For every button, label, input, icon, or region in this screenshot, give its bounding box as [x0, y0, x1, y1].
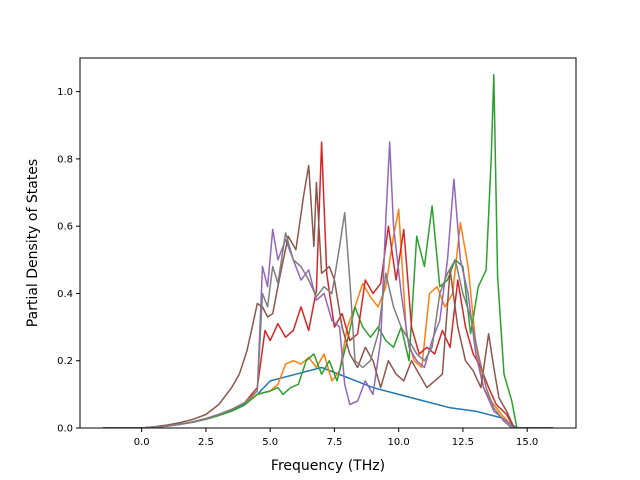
x-axis: 0.0 2.5 5.0 7.5 10.0 12.5 15.0 — [134, 428, 538, 448]
y-tick-label: 0.4 — [57, 289, 73, 300]
x-tick-label: 12.5 — [452, 437, 474, 448]
plot-frame — [79, 57, 577, 429]
y-tick-label: 0.8 — [57, 154, 73, 165]
series-line-3 — [103, 74, 553, 428]
x-tick-label: 10.0 — [388, 437, 410, 448]
x-tick-label: 7.5 — [326, 437, 342, 448]
y-tick-label: 0.0 — [57, 424, 73, 435]
series-layer — [103, 74, 553, 428]
y-tick-label: 1.0 — [57, 87, 73, 98]
y-axis-label: Partial Density of States — [25, 159, 41, 327]
y-tick-label: 0.2 — [57, 356, 73, 367]
x-tick-label: 15.0 — [516, 437, 538, 448]
x-tick-label: 0.0 — [134, 437, 150, 448]
x-axis-label: Frequency (THz) — [271, 458, 385, 474]
x-tick-label: 2.5 — [198, 437, 214, 448]
x-tick-label: 5.0 — [262, 437, 278, 448]
series-line-7 — [103, 211, 553, 428]
y-tick-label: 0.6 — [57, 222, 73, 233]
y-axis: 0.0 0.2 0.4 0.6 0.8 1.0 — [57, 87, 80, 435]
